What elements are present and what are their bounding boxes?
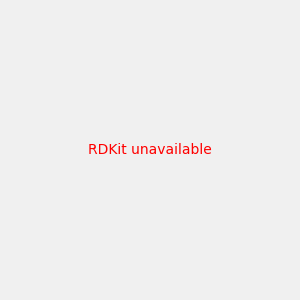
- Text: RDKit unavailable: RDKit unavailable: [88, 143, 212, 157]
